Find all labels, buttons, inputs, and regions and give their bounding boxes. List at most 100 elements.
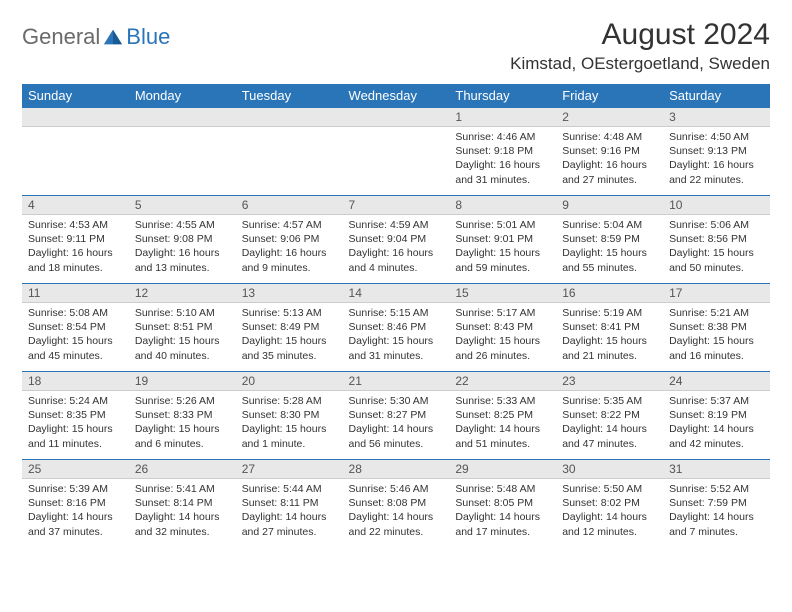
sunrise-line: Sunrise: 5:24 AM xyxy=(28,394,123,408)
page-title: August 2024 xyxy=(510,18,770,52)
day-number: 10 xyxy=(663,195,770,215)
day-details: Sunrise: 5:19 AMSunset: 8:41 PMDaylight:… xyxy=(556,303,663,365)
sunset-line: Sunset: 8:35 PM xyxy=(28,408,123,422)
daylight-line: Daylight: 14 hours and 47 minutes. xyxy=(562,422,657,450)
sunset-line: Sunset: 8:27 PM xyxy=(349,408,444,422)
daylight-line: Daylight: 15 hours and 21 minutes. xyxy=(562,334,657,362)
daylight-line: Daylight: 15 hours and 55 minutes. xyxy=(562,246,657,274)
daylight-line: Daylight: 14 hours and 51 minutes. xyxy=(455,422,550,450)
day-number: 27 xyxy=(236,459,343,479)
day-number: 29 xyxy=(449,459,556,479)
sunset-line: Sunset: 8:49 PM xyxy=(242,320,337,334)
day-number: 17 xyxy=(663,283,770,303)
sunrise-line: Sunrise: 5:30 AM xyxy=(349,394,444,408)
day-number: 20 xyxy=(236,371,343,391)
calendar-cell: 21Sunrise: 5:30 AMSunset: 8:27 PMDayligh… xyxy=(343,371,450,459)
day-details: Sunrise: 5:06 AMSunset: 8:56 PMDaylight:… xyxy=(663,215,770,277)
day-number: 22 xyxy=(449,371,556,391)
daylight-line: Daylight: 15 hours and 6 minutes. xyxy=(135,422,230,450)
day-number: 19 xyxy=(129,371,236,391)
day-number: 30 xyxy=(556,459,663,479)
day-header: Monday xyxy=(129,84,236,107)
calendar-week-row: 4Sunrise: 4:53 AMSunset: 9:11 PMDaylight… xyxy=(22,195,770,283)
day-details: Sunrise: 5:13 AMSunset: 8:49 PMDaylight:… xyxy=(236,303,343,365)
sunrise-line: Sunrise: 5:19 AM xyxy=(562,306,657,320)
calendar-cell xyxy=(129,107,236,195)
calendar-cell: 10Sunrise: 5:06 AMSunset: 8:56 PMDayligh… xyxy=(663,195,770,283)
day-number: 24 xyxy=(663,371,770,391)
calendar-cell: 27Sunrise: 5:44 AMSunset: 8:11 PMDayligh… xyxy=(236,459,343,547)
daylight-line: Daylight: 14 hours and 27 minutes. xyxy=(242,510,337,538)
daylight-line: Daylight: 15 hours and 11 minutes. xyxy=(28,422,123,450)
daylight-line: Daylight: 15 hours and 40 minutes. xyxy=(135,334,230,362)
sunset-line: Sunset: 8:59 PM xyxy=(562,232,657,246)
calendar-cell: 5Sunrise: 4:55 AMSunset: 9:08 PMDaylight… xyxy=(129,195,236,283)
day-details: Sunrise: 5:37 AMSunset: 8:19 PMDaylight:… xyxy=(663,391,770,453)
calendar-cell: 4Sunrise: 4:53 AMSunset: 9:11 PMDaylight… xyxy=(22,195,129,283)
day-number: 12 xyxy=(129,283,236,303)
day-details: Sunrise: 5:10 AMSunset: 8:51 PMDaylight:… xyxy=(129,303,236,365)
sunrise-line: Sunrise: 5:13 AM xyxy=(242,306,337,320)
calendar-body: 1Sunrise: 4:46 AMSunset: 9:18 PMDaylight… xyxy=(22,107,770,547)
calendar-cell: 29Sunrise: 5:48 AMSunset: 8:05 PMDayligh… xyxy=(449,459,556,547)
logo: General Blue xyxy=(22,18,170,50)
calendar-cell: 9Sunrise: 5:04 AMSunset: 8:59 PMDaylight… xyxy=(556,195,663,283)
sunrise-line: Sunrise: 5:01 AM xyxy=(455,218,550,232)
day-header: Tuesday xyxy=(236,84,343,107)
header: General Blue August 2024 Kimstad, OEster… xyxy=(22,18,770,74)
day-details: Sunrise: 4:48 AMSunset: 9:16 PMDaylight:… xyxy=(556,127,663,189)
day-details: Sunrise: 5:44 AMSunset: 8:11 PMDaylight:… xyxy=(236,479,343,541)
sunset-line: Sunset: 8:33 PM xyxy=(135,408,230,422)
sunrise-line: Sunrise: 4:50 AM xyxy=(669,130,764,144)
day-details: Sunrise: 5:30 AMSunset: 8:27 PMDaylight:… xyxy=(343,391,450,453)
day-details: Sunrise: 4:55 AMSunset: 9:08 PMDaylight:… xyxy=(129,215,236,277)
daylight-line: Daylight: 16 hours and 22 minutes. xyxy=(669,158,764,186)
sunset-line: Sunset: 9:08 PM xyxy=(135,232,230,246)
day-number: 14 xyxy=(343,283,450,303)
day-details: Sunrise: 5:08 AMSunset: 8:54 PMDaylight:… xyxy=(22,303,129,365)
sunset-line: Sunset: 8:08 PM xyxy=(349,496,444,510)
sunset-line: Sunset: 8:22 PM xyxy=(562,408,657,422)
calendar-cell xyxy=(22,107,129,195)
daylight-line: Daylight: 14 hours and 42 minutes. xyxy=(669,422,764,450)
sunset-line: Sunset: 8:16 PM xyxy=(28,496,123,510)
sunset-line: Sunset: 8:46 PM xyxy=(349,320,444,334)
day-details: Sunrise: 4:46 AMSunset: 9:18 PMDaylight:… xyxy=(449,127,556,189)
day-number: 4 xyxy=(22,195,129,215)
calendar-week-row: 11Sunrise: 5:08 AMSunset: 8:54 PMDayligh… xyxy=(22,283,770,371)
sunrise-line: Sunrise: 4:46 AM xyxy=(455,130,550,144)
sunset-line: Sunset: 8:14 PM xyxy=(135,496,230,510)
daylight-line: Daylight: 16 hours and 13 minutes. xyxy=(135,246,230,274)
sunrise-line: Sunrise: 5:52 AM xyxy=(669,482,764,496)
calendar-cell: 22Sunrise: 5:33 AMSunset: 8:25 PMDayligh… xyxy=(449,371,556,459)
sunrise-line: Sunrise: 5:17 AM xyxy=(455,306,550,320)
day-details: Sunrise: 5:04 AMSunset: 8:59 PMDaylight:… xyxy=(556,215,663,277)
daylight-line: Daylight: 15 hours and 31 minutes. xyxy=(349,334,444,362)
day-number: 16 xyxy=(556,283,663,303)
day-number: 11 xyxy=(22,283,129,303)
sunrise-line: Sunrise: 5:15 AM xyxy=(349,306,444,320)
day-header-row: SundayMondayTuesdayWednesdayThursdayFrid… xyxy=(22,84,770,107)
sunset-line: Sunset: 8:19 PM xyxy=(669,408,764,422)
day-details: Sunrise: 5:39 AMSunset: 8:16 PMDaylight:… xyxy=(22,479,129,541)
sunset-line: Sunset: 8:41 PM xyxy=(562,320,657,334)
daylight-line: Daylight: 14 hours and 12 minutes. xyxy=(562,510,657,538)
calendar-cell: 16Sunrise: 5:19 AMSunset: 8:41 PMDayligh… xyxy=(556,283,663,371)
sunset-line: Sunset: 9:01 PM xyxy=(455,232,550,246)
daylight-line: Daylight: 16 hours and 18 minutes. xyxy=(28,246,123,274)
sunset-line: Sunset: 7:59 PM xyxy=(669,496,764,510)
day-number: 25 xyxy=(22,459,129,479)
day-number: 28 xyxy=(343,459,450,479)
day-details: Sunrise: 4:50 AMSunset: 9:13 PMDaylight:… xyxy=(663,127,770,189)
calendar-cell: 30Sunrise: 5:50 AMSunset: 8:02 PMDayligh… xyxy=(556,459,663,547)
daylight-line: Daylight: 15 hours and 1 minute. xyxy=(242,422,337,450)
day-number: 2 xyxy=(556,107,663,127)
calendar-cell: 18Sunrise: 5:24 AMSunset: 8:35 PMDayligh… xyxy=(22,371,129,459)
location-label: Kimstad, OEstergoetland, Sweden xyxy=(510,54,770,74)
sunset-line: Sunset: 8:51 PM xyxy=(135,320,230,334)
sunrise-line: Sunrise: 5:21 AM xyxy=(669,306,764,320)
calendar-cell: 11Sunrise: 5:08 AMSunset: 8:54 PMDayligh… xyxy=(22,283,129,371)
calendar-cell: 12Sunrise: 5:10 AMSunset: 8:51 PMDayligh… xyxy=(129,283,236,371)
day-header: Sunday xyxy=(22,84,129,107)
calendar-page: General Blue August 2024 Kimstad, OEster… xyxy=(0,0,792,547)
